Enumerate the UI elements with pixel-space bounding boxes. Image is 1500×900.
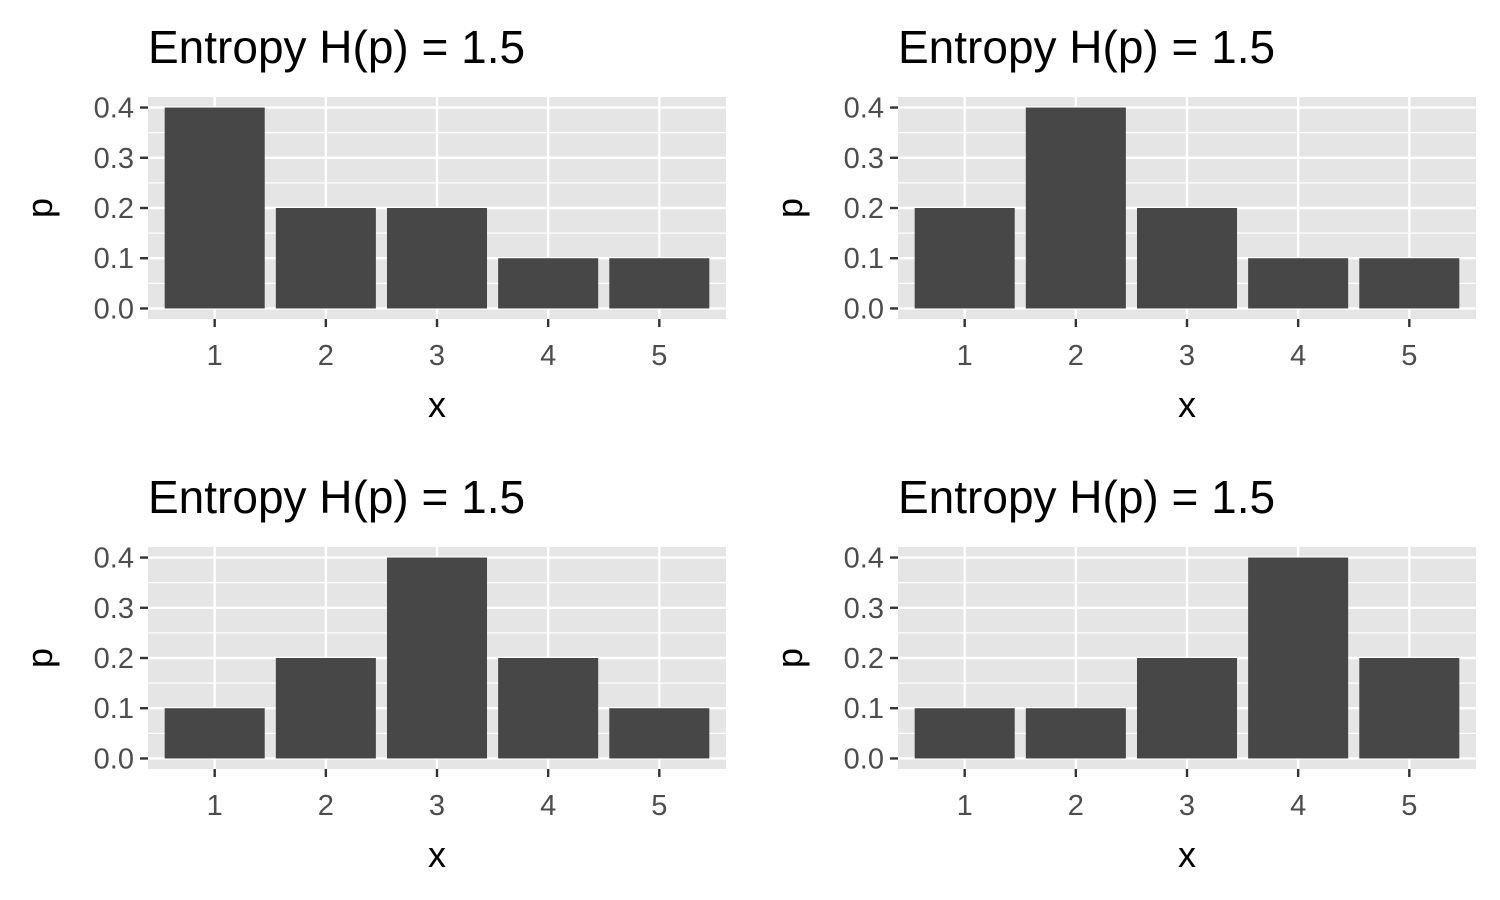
- y-tick-label: 0.2: [94, 643, 134, 675]
- x-tick-label: 4: [1290, 790, 1306, 822]
- chart-panel-3: 0.0 0.1 0.2 0.3 0.4 1 2 3 4 5 x p Entropy H(p) = 1.5: [19, 471, 726, 875]
- y-tick-label: 0.0: [94, 293, 134, 325]
- x-tick-label: 4: [540, 340, 556, 372]
- bar-3: [1136, 208, 1238, 309]
- x-axis-title: x: [428, 384, 446, 425]
- bar-1: [914, 208, 1015, 309]
- x-tick-label: 3: [1179, 340, 1195, 372]
- bar-4: [498, 658, 599, 759]
- bar-1: [914, 708, 1015, 759]
- y-tick-label: 0.1: [844, 693, 884, 725]
- y-tick-label: 0.3: [844, 143, 884, 175]
- panel-title: Entropy H(p) = 1.5: [148, 21, 525, 73]
- panel-title: Entropy H(p) = 1.5: [898, 471, 1275, 523]
- x-tick-label: 3: [1179, 790, 1195, 822]
- y-tick-label: 0.3: [94, 593, 134, 625]
- bar-5: [1359, 658, 1460, 759]
- bar-2: [1025, 708, 1126, 759]
- y-tick-label: 0.2: [94, 193, 134, 225]
- x-tick-label: 3: [429, 340, 445, 372]
- bar-3: [386, 557, 488, 759]
- y-tick-label: 0.1: [94, 693, 134, 725]
- y-tick-label: 0.4: [844, 93, 884, 125]
- y-axis-title: p: [769, 198, 810, 218]
- x-tick-label: 1: [207, 790, 223, 822]
- x-tick-label: 3: [429, 790, 445, 822]
- bar-3: [1136, 658, 1238, 759]
- x-tick-label: 4: [1290, 340, 1306, 372]
- x-tick-label: 1: [957, 790, 973, 822]
- x-axis-title: x: [1178, 384, 1196, 425]
- x-axis-title: x: [428, 834, 446, 875]
- x-tick-label: 5: [651, 340, 667, 372]
- x-tick-label: 2: [318, 790, 334, 822]
- y-tick-label: 0.0: [94, 743, 134, 775]
- bar-1: [164, 708, 265, 759]
- y-tick-label: 0.2: [844, 643, 884, 675]
- y-tick-label: 0.2: [844, 193, 884, 225]
- y-tick-label: 0.1: [94, 243, 134, 275]
- bar-5: [609, 258, 710, 309]
- bar-1: [164, 107, 265, 309]
- chart-panel-2: 0.0 0.1 0.2 0.3 0.4 1 2 3 4 5 x p Entropy H(p) = 1.5: [769, 21, 1476, 425]
- y-axis-title: p: [19, 198, 60, 218]
- y-tick-label: 0.4: [94, 93, 134, 125]
- y-tick-label: 0.0: [844, 743, 884, 775]
- panel-title: Entropy H(p) = 1.5: [898, 21, 1275, 73]
- panel-title: Entropy H(p) = 1.5: [148, 471, 525, 523]
- bar-4: [1248, 258, 1349, 309]
- y-tick-label: 0.1: [844, 243, 884, 275]
- x-tick-label: 2: [318, 340, 334, 372]
- chart-panel-4: 0.0 0.1 0.2 0.3 0.4 1 2 3 4 5 x p Entropy H(p) = 1.5: [769, 471, 1476, 875]
- chart-panel-1: 0.0 0.1 0.2 0.3 0.4 1 2 3 4 5 x p Entropy H(p) = 1.5: [19, 21, 726, 425]
- x-tick-label: 2: [1068, 790, 1084, 822]
- x-tick-label: 2: [1068, 340, 1084, 372]
- bar-4: [1248, 557, 1349, 759]
- x-tick-label: 1: [957, 340, 973, 372]
- bar-5: [1359, 258, 1460, 309]
- y-tick-label: 0.0: [844, 293, 884, 325]
- x-tick-label: 5: [1401, 340, 1417, 372]
- x-tick-label: 5: [1401, 790, 1417, 822]
- x-tick-label: 4: [540, 790, 556, 822]
- y-axis-title: p: [19, 648, 60, 668]
- y-tick-label: 0.4: [844, 543, 884, 575]
- x-tick-label: 1: [207, 340, 223, 372]
- y-tick-label: 0.3: [844, 593, 884, 625]
- bar-3: [386, 208, 488, 309]
- bar-4: [498, 258, 599, 309]
- x-axis-title: x: [1178, 834, 1196, 875]
- bar-2: [275, 208, 376, 309]
- bar-2: [1025, 107, 1126, 309]
- y-tick-label: 0.4: [94, 543, 134, 575]
- y-axis-title: p: [769, 648, 810, 668]
- bar-2: [275, 658, 376, 759]
- x-tick-label: 5: [651, 790, 667, 822]
- bar-5: [609, 708, 710, 759]
- y-tick-label: 0.3: [94, 143, 134, 175]
